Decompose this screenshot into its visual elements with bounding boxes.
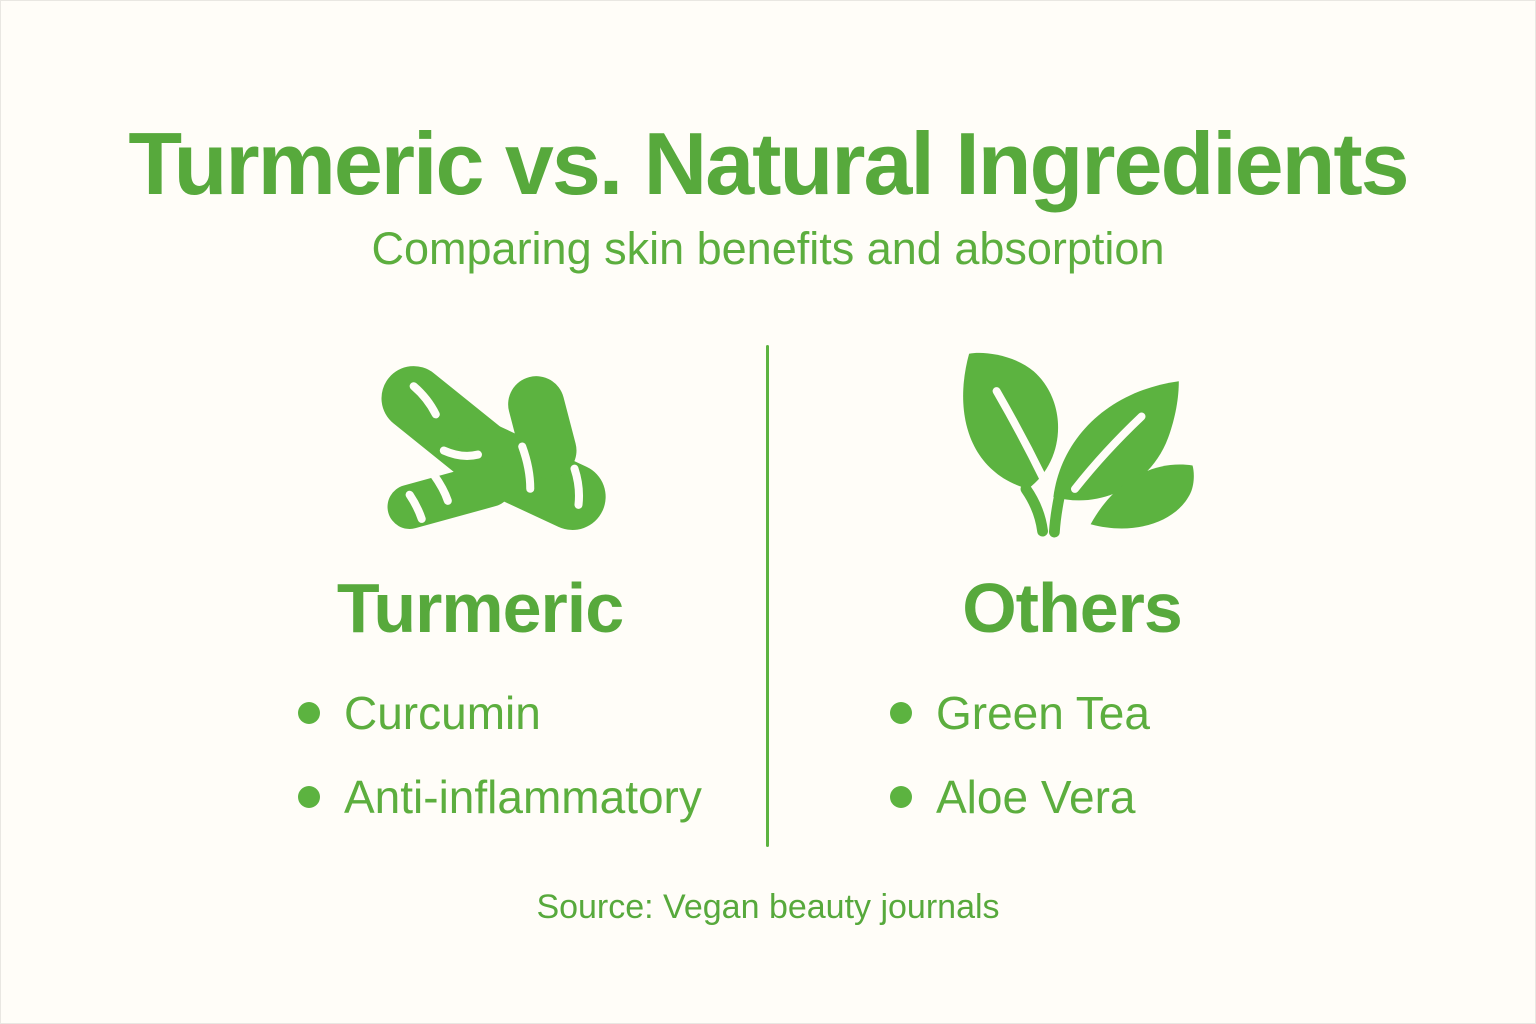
page-subtitle: Comparing skin benefits and absorption <box>371 223 1165 274</box>
column-heading-others: Others <box>962 569 1183 647</box>
bullet-label: Curcumin <box>344 686 541 739</box>
list-item: Anti-inflammatory <box>298 769 720 825</box>
page-title: Turmeric vs. Natural Ingredients <box>128 114 1409 213</box>
bullet-label: Green Tea <box>936 686 1150 739</box>
bullet-label: Aloe Vera <box>936 770 1136 823</box>
turmeric-root-icon <box>345 342 615 538</box>
leaves-icon <box>937 342 1207 538</box>
column-heading-turmeric: Turmeric <box>336 569 624 647</box>
bullet-dot-icon <box>298 702 320 724</box>
column-turmeric: Turmeric Curcumin Anti-inflammatory <box>240 342 720 825</box>
bullet-dot-icon <box>890 786 912 808</box>
list-item: Curcumin <box>298 685 720 741</box>
list-item: Green Tea <box>890 685 1312 741</box>
others-bullet-list: Green Tea Aloe Vera <box>832 685 1312 825</box>
bullet-dot-icon <box>890 702 912 724</box>
list-item: Aloe Vera <box>890 769 1312 825</box>
bullet-dot-icon <box>298 786 320 808</box>
column-divider <box>766 345 769 847</box>
column-others: Others Green Tea Aloe Vera <box>832 342 1312 825</box>
turmeric-bullet-list: Curcumin Anti-inflammatory <box>240 685 720 825</box>
source-note: Source: Vegan beauty journals <box>536 888 1000 926</box>
bullet-label: Anti-inflammatory <box>344 770 702 823</box>
